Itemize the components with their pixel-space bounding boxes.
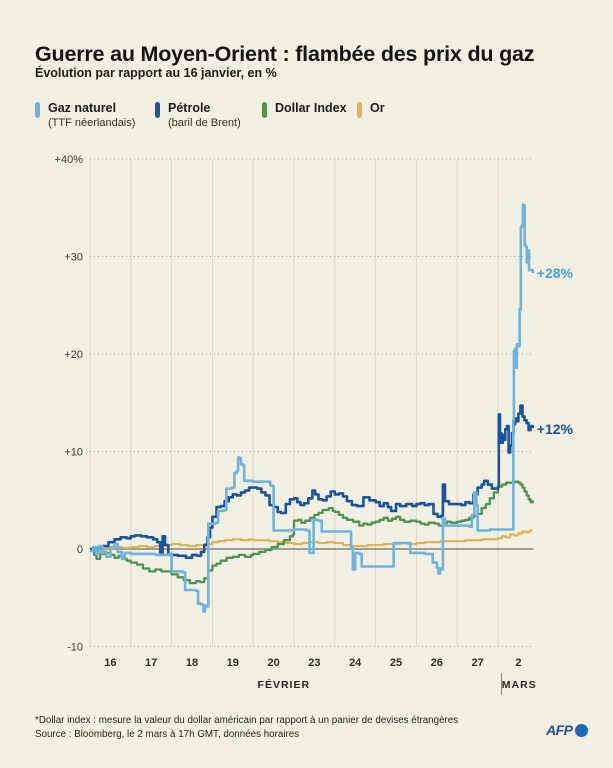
footnote: *Dollar index : mesure la valeur du doll… [35,714,458,741]
gold-color-swatch [357,102,362,118]
x-tick-label: 2 [515,657,521,669]
afp-logo: AFP [546,722,588,738]
legend-item-or: Or [357,101,385,118]
x-tick-label: 19 [227,657,239,669]
gas-color-swatch [35,102,40,118]
annotation-12: +12% [537,421,574,437]
y-tick-label: +30 [64,252,83,264]
chart-subtitle: Évolution par rapport au 16 janvier, en … [35,66,277,80]
x-tick-label: 20 [267,657,279,669]
legend-label: Gaz naturel [48,101,117,115]
x-tick-label: 23 [308,657,320,669]
series-gaz-naturel [90,203,534,613]
legend-sublabel: (TTF néerlandais) [48,117,136,129]
oil-color-swatch [155,102,160,118]
y-tick-label: +40% [55,154,84,166]
afp-logo-dot-icon [574,723,588,737]
y-tick-label: +10 [64,447,83,459]
legend-label: Pétrole [168,101,211,115]
legend: Gaz naturel (TTF néerlandais) Pétrole (b… [0,101,613,135]
legend-label: Or [370,101,385,115]
x-tick-label: 26 [431,657,443,669]
month-label: MARS [502,679,537,691]
dollar-color-swatch [262,102,267,118]
source-line: Source : Bloomberg, le 2 mars à 17h GMT,… [35,728,300,740]
series-petrole [90,404,534,560]
x-tick-label: 27 [471,657,483,669]
x-tick-label: 25 [390,657,402,669]
legend-item-petrole: Pétrole (baril de Brent) [155,101,241,130]
x-tick-label: 16 [104,657,116,669]
x-tick-label: 17 [145,657,157,669]
annotation-28: +28% [537,265,574,281]
footnote-dollar-index: *Dollar index : mesure la valeur du doll… [35,715,459,726]
legend-label: Dollar Index [275,101,347,115]
legend-item-dollar-index: Dollar Index [262,101,347,118]
y-tick-label: 0 [77,544,83,556]
legend-item-gaz-naturel: Gaz naturel (TTF néerlandais) [35,101,135,130]
afp-logo-text: AFP [546,722,573,738]
month-label: FÉVRIER [258,678,311,691]
y-tick-label: +20 [64,349,83,361]
y-tick-label: -10 [67,642,83,654]
legend-sublabel: (baril de Brent) [168,117,241,129]
x-tick-label: 18 [186,657,198,669]
page-title: Guerre au Moyen-Orient : flambée des pri… [35,42,535,67]
x-tick-label: 24 [349,657,362,669]
